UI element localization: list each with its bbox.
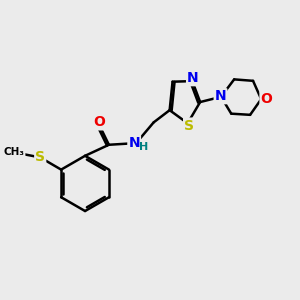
Text: O: O bbox=[93, 116, 105, 129]
Text: N: N bbox=[215, 89, 226, 103]
Text: S: S bbox=[184, 118, 194, 133]
Text: S: S bbox=[35, 150, 45, 164]
Text: H: H bbox=[139, 142, 148, 152]
Text: N: N bbox=[187, 71, 199, 85]
Text: CH₃: CH₃ bbox=[4, 148, 25, 158]
Text: N: N bbox=[128, 136, 140, 150]
Text: O: O bbox=[260, 92, 272, 106]
